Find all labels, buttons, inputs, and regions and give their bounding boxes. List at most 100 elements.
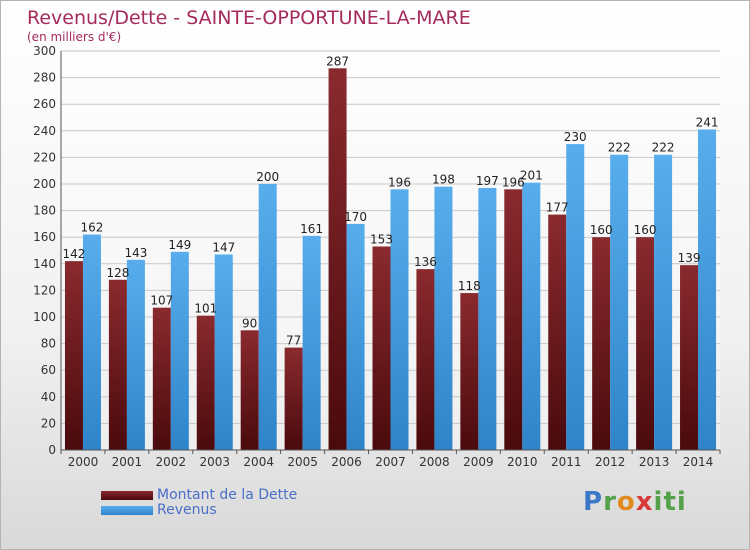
x-tick-label: 2006 — [331, 455, 362, 469]
revenue-bar — [478, 187, 497, 451]
debt-bar — [152, 307, 171, 450]
bar-layer — [64, 68, 717, 451]
debt-value-label: 160 — [590, 223, 613, 237]
revenue-value-label: 161 — [300, 222, 323, 236]
x-tick-label: 2007 — [375, 455, 406, 469]
revenue-value-label: 222 — [608, 141, 631, 155]
debt-value-label: 196 — [502, 175, 525, 189]
revenue-bar — [302, 235, 321, 450]
debt-value-label: 177 — [546, 201, 569, 215]
x-tick-label: 2005 — [287, 455, 318, 469]
x-tick-label: 2011 — [551, 455, 582, 469]
y-tick-label: 260 — [33, 97, 56, 111]
proxiti-logo: Proxiti — [583, 487, 687, 517]
y-tick-label: 0 — [48, 443, 56, 457]
debt-bar — [328, 68, 347, 450]
x-tick-label: 2000 — [68, 455, 99, 469]
revenue-value-label: 230 — [564, 130, 587, 144]
debt-bar — [372, 246, 391, 450]
y-tick-label: 40 — [41, 390, 56, 404]
legend-label-revenue: Revenus — [157, 502, 217, 518]
debt-value-label: 160 — [634, 223, 657, 237]
revenue-bar — [258, 184, 277, 450]
debt-bar — [284, 347, 303, 450]
axis-layer: 0 20 40 60 80 100 120 140 160 180 200 220 240 260 280 3… — [33, 44, 721, 469]
debt-value-label: 136 — [414, 255, 437, 269]
revenue-bar — [610, 154, 629, 451]
y-tick-label: 180 — [33, 204, 56, 218]
revenue-bar — [566, 144, 585, 450]
legend-label-debt: Montant de la Dette — [157, 487, 298, 503]
debt-value-label: 142 — [63, 247, 86, 261]
debt-bar — [680, 265, 699, 450]
revenue-value-label: 143 — [124, 246, 147, 260]
chart-subtitle: (en milliers d'€) — [27, 30, 122, 44]
revenue-bar — [82, 234, 101, 450]
debt-value-label: 90 — [242, 316, 257, 330]
revenue-value-label: 197 — [476, 174, 499, 188]
revenue-bar — [434, 186, 453, 450]
y-tick-label: 120 — [33, 283, 56, 297]
y-tick-label: 280 — [33, 71, 56, 85]
revenue-value-label: 147 — [212, 240, 235, 254]
y-tick-label: 140 — [33, 257, 56, 271]
y-tick-label: 80 — [41, 337, 56, 351]
revenue-bar — [170, 251, 189, 450]
y-tick-label: 60 — [41, 363, 56, 377]
chart-title: Revenus/Dette - SAINTE-OPPORTUNE-LA-MARE — [27, 7, 471, 29]
x-tick-label: 2009 — [463, 455, 494, 469]
debt-bar — [64, 261, 83, 450]
x-tick-label: 2013 — [639, 455, 670, 469]
x-tick-label: 2012 — [595, 455, 626, 469]
debt-bar — [416, 269, 435, 450]
revenue-bar — [214, 254, 233, 450]
revenue-value-label: 196 — [388, 175, 411, 189]
revenue-bar — [126, 259, 145, 450]
debt-bar — [196, 315, 215, 450]
debt-bar — [548, 214, 567, 450]
debt-bar — [504, 189, 523, 450]
x-tick-label: 2003 — [199, 455, 230, 469]
debt-value-label: 101 — [194, 302, 217, 316]
y-tick-label: 20 — [41, 416, 56, 430]
y-tick-label: 100 — [33, 310, 56, 324]
debt-value-label: 139 — [678, 251, 701, 265]
revenue-value-label: 241 — [696, 115, 719, 129]
revenue-value-label: 201 — [520, 169, 543, 183]
revenue-bar — [698, 129, 717, 450]
debt-bar — [240, 330, 259, 450]
debt-value-label: 128 — [106, 266, 129, 280]
y-tick-label: 200 — [33, 177, 56, 191]
x-tick-label: 2014 — [683, 455, 714, 469]
revenue-bar — [522, 182, 541, 451]
x-tick-label: 2010 — [507, 455, 538, 469]
label-layer: 142 162 128 143 107 149 101 147 90 200 77 161 287 170… — [63, 54, 719, 347]
debt-value-label: 107 — [150, 294, 173, 308]
revenue-value-label: 198 — [432, 173, 455, 187]
debt-bar — [108, 279, 127, 450]
x-tick-label: 2001 — [112, 455, 143, 469]
y-tick-label: 160 — [33, 230, 56, 244]
y-tick-label: 220 — [33, 150, 56, 164]
x-tick-label: 2004 — [243, 455, 274, 469]
revenue-value-label: 170 — [344, 210, 367, 224]
x-tick-label: 2002 — [156, 455, 187, 469]
revenue-value-label: 149 — [168, 238, 191, 252]
debt-value-label: 118 — [458, 279, 481, 293]
debt-value-label: 287 — [326, 54, 349, 68]
debt-value-label: 153 — [370, 233, 393, 247]
revenue-value-label: 200 — [256, 170, 279, 184]
revenue-bar — [654, 154, 673, 451]
revenue-value-label: 222 — [652, 141, 675, 155]
revenue-bar — [346, 223, 365, 450]
revenue-bar — [390, 189, 409, 450]
debt-bar — [636, 237, 655, 450]
legend-swatch-debt — [101, 491, 153, 500]
debt-value-label: 77 — [286, 334, 301, 348]
y-tick-label: 300 — [33, 44, 56, 58]
legend-swatch-revenue — [101, 506, 153, 515]
x-tick-label: 2008 — [419, 455, 450, 469]
revenue-value-label: 162 — [81, 221, 104, 235]
